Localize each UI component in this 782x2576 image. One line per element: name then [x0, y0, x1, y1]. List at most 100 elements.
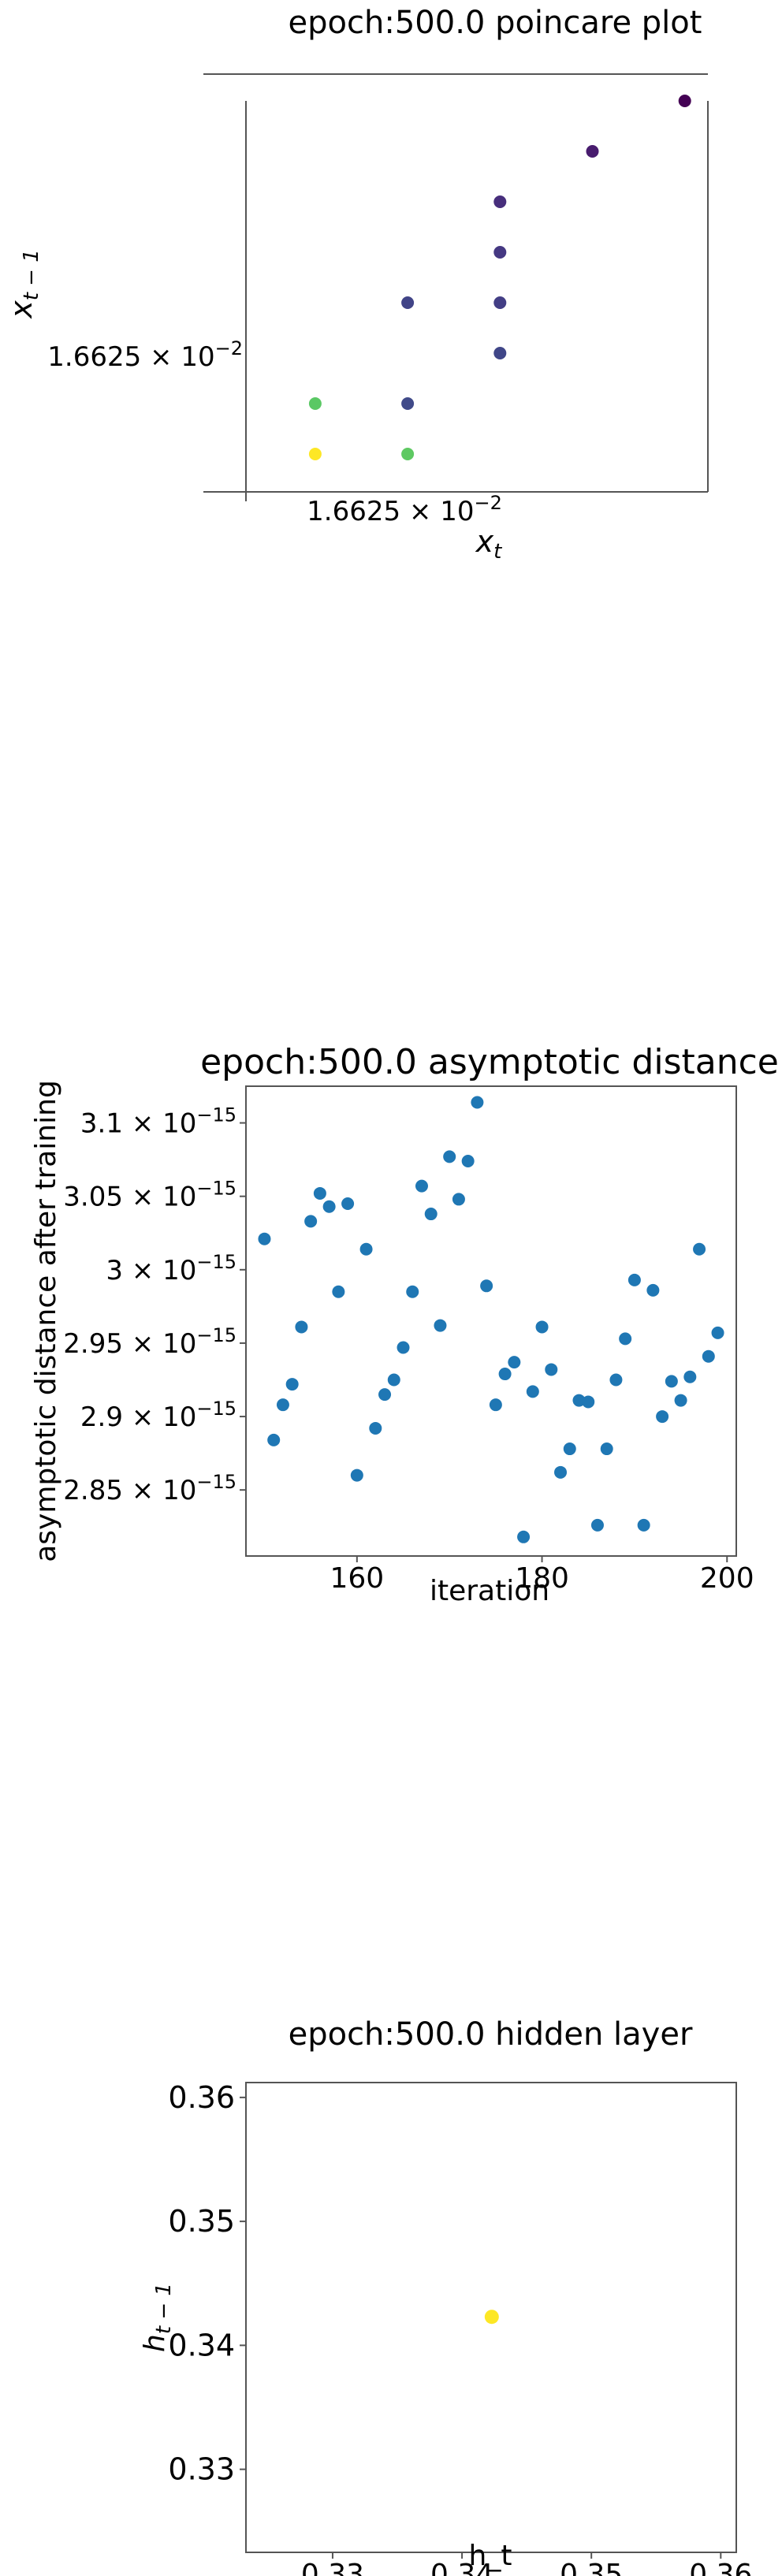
asymptotic-point — [359, 1242, 373, 1256]
asymptotic-point — [619, 1332, 632, 1346]
asymptotic-distance-chart: epoch:500.0 asymptotic distance 3.1 × 10… — [30, 1042, 779, 1607]
asymptotic-point — [563, 1442, 576, 1456]
asymptotic-point — [545, 1363, 558, 1376]
asymptotic-point — [313, 1186, 326, 1200]
poincare-plot-chart: epoch:500.0 poincare plot 1.6625 × 10−2 … — [4, 5, 709, 564]
asymptotic-point — [590, 1518, 604, 1532]
hidden-x-ticks: 0.33 0.34 0.35 0.36 — [301, 2552, 752, 2576]
asymptotic-point — [332, 1285, 345, 1298]
asymptotic-point — [517, 1530, 531, 1543]
asymptotic-point — [582, 1395, 595, 1409]
asymptotic-point — [415, 1179, 428, 1193]
asymptotic-point — [683, 1370, 697, 1383]
poincare-points — [308, 95, 691, 460]
poincare-point — [401, 397, 415, 410]
asymptotic-point — [424, 1208, 438, 1221]
asymptotic-point — [258, 1232, 271, 1245]
asymptotic-point — [480, 1279, 493, 1293]
hidden-x-tick-label: 0.33 — [301, 2559, 364, 2576]
asymptotic-x-tick-label: 160 — [330, 1562, 384, 1595]
poincare-point — [401, 448, 415, 460]
asymptotic-plot-frame — [245, 1085, 737, 1557]
poincare-point — [678, 95, 691, 107]
asymptotic-point — [295, 1320, 308, 1334]
poincare-point — [308, 448, 322, 460]
asymptotic-point — [350, 1469, 363, 1482]
asymptotic-point — [609, 1373, 623, 1387]
poincare-y-tick-label: 1.6625 × 10−2 — [47, 337, 243, 373]
hidden-chart-title: epoch:500.0 hidden layer — [289, 2016, 693, 2053]
asymptotic-y-tick-label: 3.1 × 10−15 — [80, 1104, 236, 1140]
asymptotic-point — [434, 1319, 447, 1332]
asymptotic-point — [322, 1200, 336, 1213]
asymptotic-point — [508, 1356, 521, 1369]
asymptotic-point — [443, 1150, 456, 1163]
asymptotic-point — [656, 1410, 669, 1424]
asymptotic-point — [387, 1373, 400, 1387]
asymptotic-point — [276, 1398, 289, 1412]
asymptotic-point — [498, 1368, 512, 1381]
hidden-plot-frame — [245, 2082, 737, 2553]
hidden-x-tick-label: 0.36 — [689, 2559, 752, 2576]
asymptotic-y-tick-label: 2.95 × 10−15 — [63, 1324, 236, 1360]
poincare-point — [308, 397, 322, 410]
poincare-chart-title: epoch:500.0 poincare plot — [289, 5, 702, 41]
asymptotic-point — [554, 1465, 568, 1479]
hidden-points — [484, 2310, 499, 2325]
hidden-point — [484, 2310, 499, 2325]
poincare-point — [586, 145, 599, 158]
poincare-point — [493, 195, 507, 208]
asymptotic-x-ticks: 160 180 200 — [330, 1556, 754, 1595]
asymptotic-x-axis-label: iteration — [430, 1575, 549, 1607]
hidden-layer-chart: epoch:500.0 hidden layer 0.330.340.350.3… — [139, 2016, 752, 2576]
hidden-y-tick-label: 0.33 — [168, 2452, 235, 2487]
asymptotic-point — [646, 1283, 660, 1297]
poincare-point — [493, 347, 507, 359]
hidden-x-tick-label: 0.35 — [560, 2559, 623, 2576]
asymptotic-point — [711, 1326, 724, 1339]
poincare-point — [401, 296, 415, 309]
poincare-point — [493, 296, 507, 309]
asymptotic-point — [627, 1273, 641, 1286]
hidden-y-tick-label: 0.34 — [168, 2328, 235, 2362]
poincare-point — [493, 246, 507, 259]
asymptotic-point — [637, 1518, 650, 1532]
asymptotic-y-tick-label: 2.9 × 10−15 — [80, 1398, 236, 1433]
asymptotic-point — [535, 1320, 549, 1334]
hidden-y-axis-label: ht − 1 — [139, 2283, 176, 2352]
asymptotic-point — [452, 1193, 465, 1206]
poincare-x-tick-label: 1.6625 × 10−2 — [307, 492, 502, 527]
poincare-y-axis-label: xt − 1 — [4, 249, 43, 319]
asymptotic-point — [572, 1394, 586, 1407]
hidden-y-tick-label: 0.35 — [168, 2204, 235, 2239]
asymptotic-points — [258, 1096, 724, 1543]
hidden-x-tick-label: 0.34 — [430, 2559, 493, 2576]
asymptotic-point — [489, 1398, 502, 1412]
asymptotic-y-tick-label: 2.85 × 10−15 — [63, 1471, 236, 1506]
poincare-x-axis-label: xt — [475, 524, 503, 564]
asymptotic-point — [674, 1394, 687, 1407]
asymptotic-x-tick-label: 200 — [700, 1562, 754, 1595]
asymptotic-point — [471, 1096, 484, 1109]
asymptotic-y-tick-label: 3.05 × 10−15 — [63, 1178, 236, 1213]
asymptotic-chart-title: epoch:500.0 asymptotic distance — [200, 1042, 779, 1082]
asymptotic-point — [369, 1421, 382, 1435]
asymptotic-point — [702, 1349, 715, 1363]
asymptotic-point — [665, 1375, 678, 1388]
hidden-y-tick-label: 0.36 — [168, 2080, 235, 2115]
asymptotic-point — [304, 1215, 318, 1228]
asymptotic-y-axis-label: asymptotic distance after training — [30, 1080, 62, 1562]
asymptotic-point — [406, 1285, 419, 1298]
asymptotic-point — [693, 1242, 706, 1256]
asymptotic-y-tick-label: 3 × 10−15 — [106, 1251, 236, 1286]
asymptotic-x-tick-label: 180 — [515, 1562, 569, 1595]
asymptotic-point — [600, 1442, 613, 1456]
hidden-y-ticks: 0.33 0.34 0.35 0.36 — [168, 2080, 246, 2487]
asymptotic-point — [267, 1433, 281, 1446]
asymptotic-y-ticks: 3.1 × 10−15 3.05 × 10−15 3 × 10−15 2.95 × 1… — [63, 1104, 246, 1506]
asymptotic-point — [397, 1341, 410, 1354]
asymptotic-point — [461, 1154, 475, 1167]
asymptotic-point — [341, 1197, 355, 1210]
asymptotic-point — [526, 1385, 539, 1398]
asymptotic-point — [378, 1388, 392, 1402]
